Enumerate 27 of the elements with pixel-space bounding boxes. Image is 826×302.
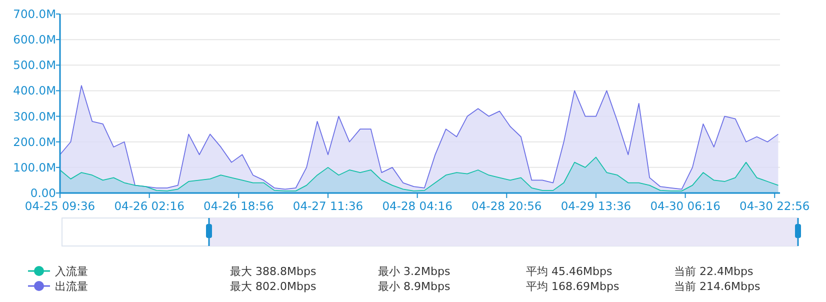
y-tick-label: 500.0M (13, 58, 56, 72)
x-tick-label: 04-26 02:16 (114, 199, 184, 213)
text: 最大 388.8Mbps (230, 265, 316, 278)
text: 最大 802.0Mbps (230, 280, 316, 293)
x-tick-label: 04-26 18:56 (204, 199, 274, 213)
x-tick-label: 04-27 11:36 (292, 199, 364, 213)
x-tick-label: 04-29 13:36 (560, 199, 632, 213)
legend-label: 出流量 (55, 280, 88, 293)
y-tick-label: 600.0M (13, 32, 56, 47)
y-tick-label: 400.0M (13, 84, 56, 98)
y-tick-label: 0.00 (30, 186, 56, 200)
text: 当前 22.4Mbps (674, 265, 754, 278)
x-tick-label: 04-30 06:16 (650, 199, 720, 213)
x-tick-label: 04-28 04:16 (382, 199, 452, 213)
text: 当前 214.6Mbps (674, 280, 760, 293)
text: 最小 3.2Mbps (378, 265, 450, 278)
x-tick-label: 04-30 22:56 (740, 199, 810, 213)
y-tick-label: 200.0M (13, 134, 56, 149)
x-tick-label: 04-28 20:56 (472, 199, 542, 213)
y-tick-label: 100.0M (13, 160, 56, 174)
legend-label: 入流量 (55, 265, 88, 278)
x-tick-label: 04-25 09:36 (24, 199, 96, 213)
y-tick-label: 700.0M (13, 7, 56, 21)
text: 平均 168.69Mbps (526, 280, 620, 293)
y-tick-label: 300.0M (13, 109, 56, 124)
text: 最小 8.9Mbps (378, 280, 450, 293)
text: 平均 45.46Mbps (526, 265, 612, 278)
